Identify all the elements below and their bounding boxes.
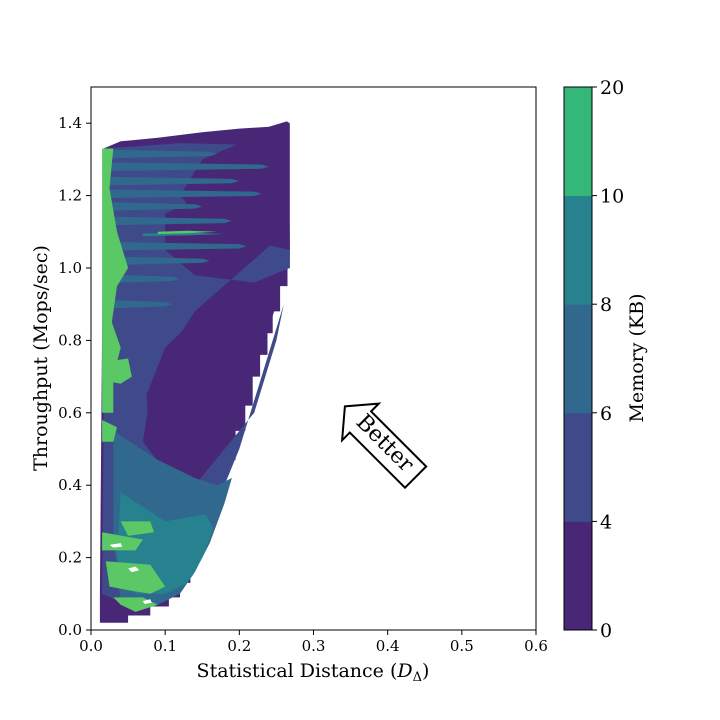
colorbar-ticks: 0 4 6 8 10 20 (592, 77, 624, 642)
contour-upper-0-4 (180, 123, 290, 250)
y-tick-label: 1.0 (58, 259, 82, 277)
x-tick-label: 0.6 (524, 637, 548, 655)
colorbar-tick-label: 8 (600, 294, 612, 316)
contour-region-10-20 (102, 148, 129, 413)
colorbar-tick-label: 6 (600, 403, 612, 425)
colorbar-tick-label: 20 (600, 77, 624, 99)
y-tick-label: 0.4 (58, 476, 82, 494)
x-tick-label: 0.3 (302, 637, 326, 655)
colorbar-tick-label: 0 (600, 620, 612, 642)
contour-regions (99, 121, 292, 623)
contour-streak-6-8 (105, 149, 218, 159)
y-tick-label: 1.4 (58, 114, 82, 132)
contour-region-10-20 (102, 420, 117, 442)
y-axis-label: Throughput (Mops/sec) (30, 245, 52, 471)
y-tick-label: 0.2 (58, 549, 82, 567)
x-axis-ticks: 0.0 0.1 0.2 0.3 0.4 0.5 0.6 (79, 630, 548, 655)
colorbar-segment (564, 87, 592, 197)
x-tick-label: 0.4 (376, 637, 400, 655)
contour-streak-6-8 (105, 162, 269, 171)
x-axis-label: Statistical Distance (DΔ) (197, 660, 430, 685)
contour-gap (142, 599, 152, 604)
y-axis-ticks: 0.0 0.2 0.4 0.6 0.8 1.0 1.2 1.4 (58, 114, 91, 639)
colorbar-segment (564, 521, 592, 631)
contour-streak-6-8 (105, 189, 262, 199)
contour-region-10-20 (157, 230, 218, 234)
colorbar-segment (564, 412, 592, 522)
contour-streak-6-8 (105, 176, 240, 186)
contour-streak-6-8 (105, 299, 173, 309)
colorbar-frame (563, 86, 593, 631)
colorbar (563, 86, 593, 631)
x-tick-label: 0.1 (153, 637, 177, 655)
x-tick-label: 0.5 (450, 637, 474, 655)
contour-streak-6-8 (105, 202, 203, 211)
contour-region-10-20 (120, 521, 154, 536)
arrow-icon (340, 402, 428, 490)
contour-streak-6-8 (105, 241, 247, 251)
colorbar-tick-label: 10 (600, 186, 624, 208)
colorbar-tick-label: 4 (600, 511, 612, 533)
contour-triangle-0-4 (146, 282, 277, 475)
x-tick-label: 0.2 (227, 637, 251, 655)
contour-gap (109, 543, 123, 548)
contour-streak-6-8 (105, 274, 180, 284)
x-tick-label: 0.0 (79, 637, 103, 655)
colorbar-segment (564, 304, 592, 414)
y-tick-label: 0.8 (58, 331, 82, 349)
contour-streak-6-8 (105, 256, 210, 266)
y-tick-label: 1.2 (58, 187, 82, 205)
y-tick-label: 0.0 (58, 621, 82, 639)
contour-gap (128, 566, 140, 573)
contour-streak-6-8 (105, 216, 232, 226)
contour-region-10-20 (105, 561, 166, 594)
y-tick-label: 0.6 (58, 404, 82, 422)
colorbar-segment (564, 195, 592, 305)
contour-region-10-20 (102, 358, 132, 384)
colorbar-label: Memory (KB) (626, 294, 648, 423)
